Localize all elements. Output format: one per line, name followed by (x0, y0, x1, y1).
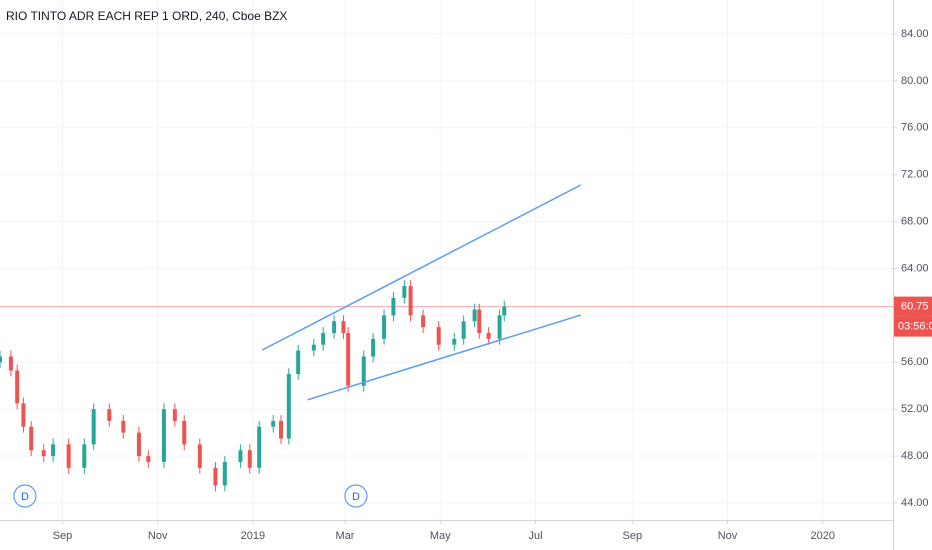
candle-body (421, 315, 426, 328)
candle-body (238, 450, 243, 462)
x-tick-label: Mar (336, 530, 355, 542)
candle-body (121, 420, 126, 433)
dividend-label: D (21, 491, 29, 503)
candle-body (107, 409, 112, 421)
candle-body (332, 321, 337, 333)
candle-body (29, 426, 34, 451)
candle-body (15, 370, 20, 404)
candle-body (497, 315, 502, 339)
dividend-label: D (352, 491, 360, 503)
candle-body (452, 338, 457, 345)
y-tick-label: 48.00 (901, 450, 929, 462)
y-tick-label: 84.00 (901, 28, 929, 40)
y-tick-label: 56.00 (901, 356, 929, 368)
dividend-marker[interactable] (13, 484, 37, 508)
candle-body (8, 356, 13, 371)
candle-body (346, 332, 351, 386)
y-tick-label: 72.00 (901, 169, 929, 181)
candle-body (21, 403, 26, 427)
y-tick-label: 44.00 (901, 497, 929, 509)
candle-body (461, 321, 466, 339)
candle-body (172, 409, 177, 421)
candle-body (311, 344, 316, 351)
candle-body (408, 286, 413, 316)
candle-body (472, 309, 477, 322)
y-tick-label: 64.00 (901, 262, 929, 274)
candle-body (321, 332, 326, 345)
candle-body (341, 321, 346, 333)
candle-body (382, 315, 387, 339)
candle-body (391, 297, 396, 316)
candle-body (66, 444, 71, 468)
x-tick-label: May (430, 530, 451, 542)
y-tick-label: 52.00 (901, 403, 929, 415)
candle-body (41, 450, 46, 457)
trend-line (261, 184, 582, 351)
x-tick-label: Nov (148, 530, 168, 542)
dividend-marker[interactable] (344, 484, 368, 508)
candle-body (182, 420, 187, 445)
candle-body (136, 432, 141, 457)
x-tick-label: 2019 (241, 530, 265, 542)
candle-body (477, 309, 482, 333)
candle-body (82, 444, 87, 468)
candle-body (0, 356, 2, 363)
candle-body (279, 420, 284, 439)
y-tick-label: 68.00 (901, 216, 929, 228)
trend-line (307, 314, 581, 401)
x-tick-label: Nov (718, 530, 738, 542)
y-tick-label: 76.00 (901, 122, 929, 134)
x-tick-label: Sep (622, 530, 642, 542)
chart-title: RIO TINTO ADR EACH REP 1 ORD, 240, Cboe … (6, 9, 287, 23)
candle-body (146, 456, 151, 462)
x-tick-label: 2020 (811, 530, 835, 542)
candle-body (271, 420, 276, 427)
candle-body (197, 444, 202, 468)
candle-body (161, 409, 166, 462)
grid (0, 0, 893, 520)
candle-body (436, 327, 441, 345)
last-price-label: 60.75 (901, 301, 929, 313)
y-tick-label: 80.00 (901, 75, 929, 87)
candle-body (371, 338, 376, 357)
candle-body (486, 332, 491, 339)
x-tick-label: Sep (53, 530, 73, 542)
candle-body (257, 426, 262, 468)
last-price-box (894, 296, 932, 317)
candle-body (91, 409, 96, 445)
candle-body (51, 444, 56, 457)
candle-body (361, 356, 366, 386)
candle-body (213, 467, 218, 486)
candle-body (222, 461, 227, 486)
candle-body (296, 350, 301, 375)
candle-body (286, 374, 291, 439)
countdown-box (894, 316, 932, 337)
candle-body (402, 286, 407, 298)
candle-body (502, 306, 507, 316)
countdown-label: 03:56:09 (898, 321, 932, 333)
candle-body (247, 450, 252, 468)
x-tick-label: Jul (528, 530, 542, 542)
